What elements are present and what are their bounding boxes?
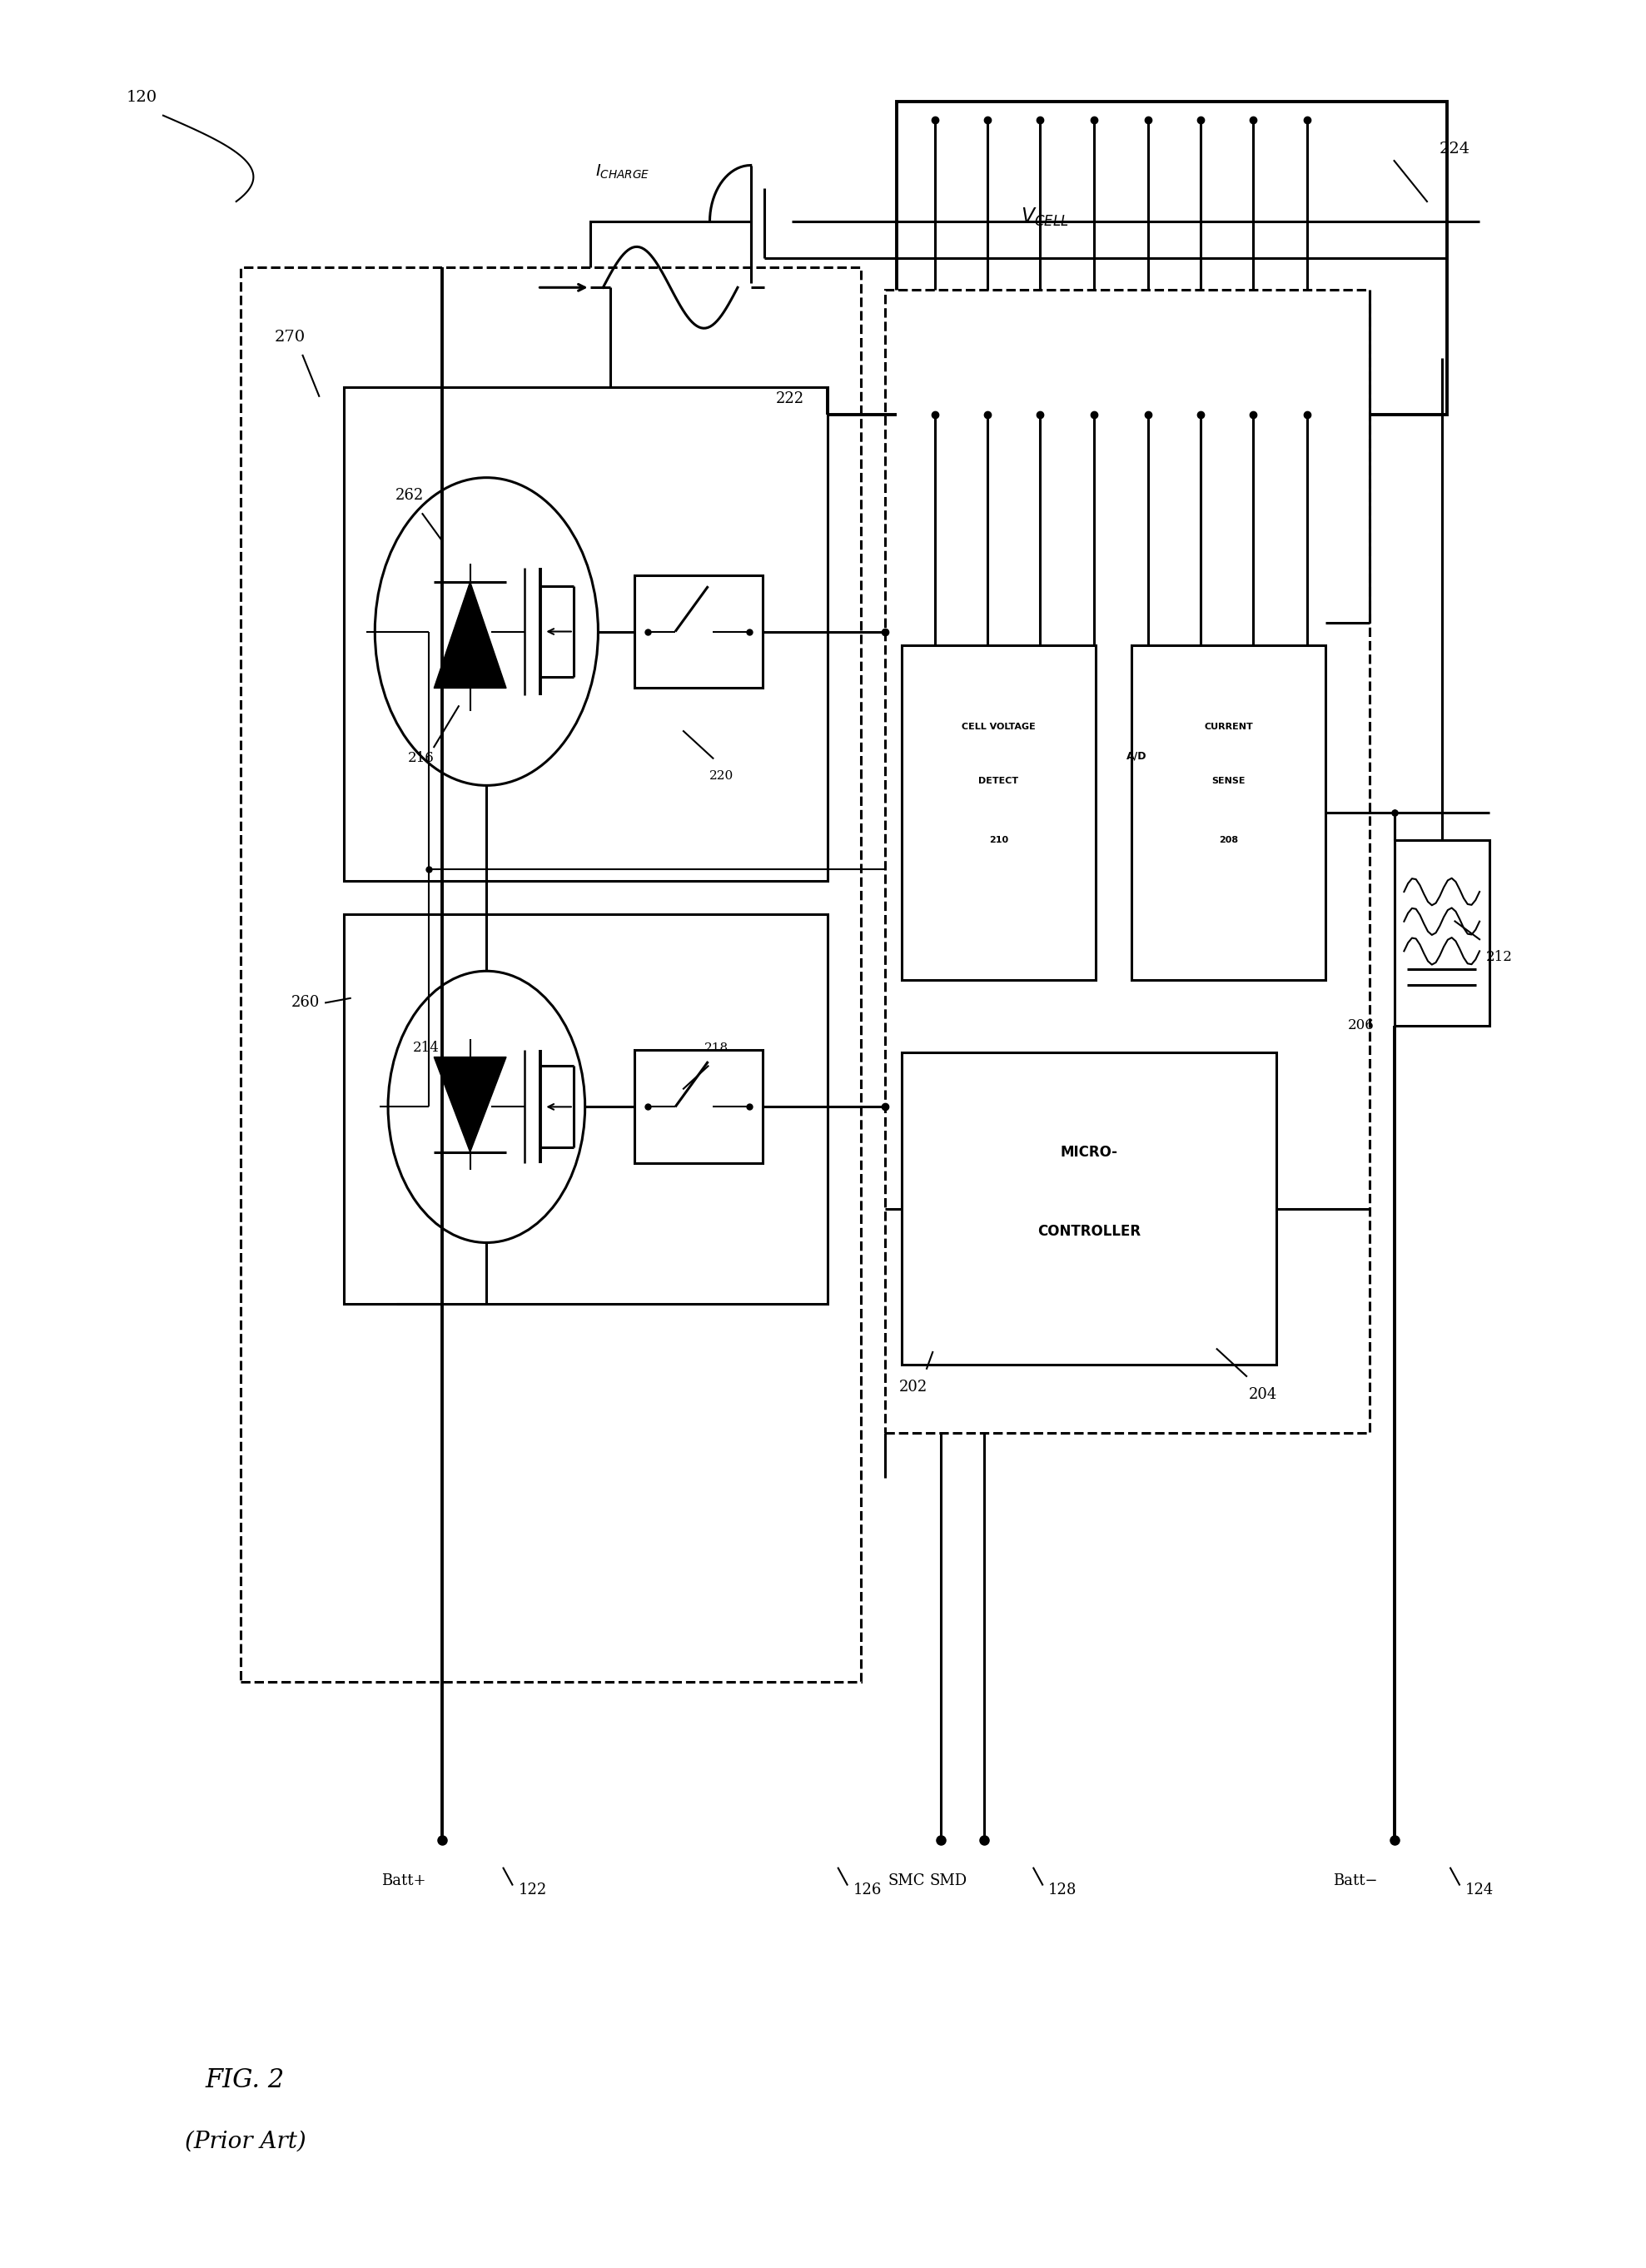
Text: $I_{CHARGE}$: $I_{CHARGE}$ [596, 163, 650, 181]
Bar [344, 388, 828, 880]
Text: CONTROLLER: CONTROLLER [1037, 1225, 1141, 1238]
Bar [1394, 839, 1490, 1025]
Text: 210: 210 [989, 835, 1009, 844]
Bar [240, 268, 861, 1683]
Text: Batt−: Batt− [1333, 1873, 1378, 1889]
Text: 224: 224 [1440, 143, 1470, 156]
Bar [897, 102, 1447, 415]
Text: 218: 218 [704, 1043, 729, 1055]
Text: 214: 214 [413, 1041, 439, 1055]
Text: 124: 124 [1465, 1882, 1495, 1898]
Text: Batt+: Batt+ [382, 1873, 426, 1889]
Text: 222: 222 [775, 390, 805, 406]
Text: CURRENT: CURRENT [1203, 723, 1253, 730]
Text: SMD: SMD [930, 1873, 968, 1889]
Text: 270: 270 [275, 329, 305, 345]
Text: 122: 122 [518, 1882, 546, 1898]
Text: 260: 260 [291, 996, 321, 1009]
Bar [589, 222, 751, 354]
Text: FIG. 2: FIG. 2 [206, 2066, 285, 2093]
Bar [634, 576, 762, 687]
Text: 202: 202 [899, 1379, 928, 1395]
Polygon shape [435, 1057, 507, 1152]
Text: $V_{CELL}$: $V_{CELL}$ [1021, 206, 1068, 229]
Text: 120: 120 [127, 91, 158, 104]
Text: A/D: A/D [1126, 751, 1147, 762]
Bar [634, 1050, 762, 1163]
Text: CELL VOLTAGE: CELL VOLTAGE [961, 723, 1035, 730]
Text: 126: 126 [853, 1882, 882, 1898]
Polygon shape [435, 581, 507, 687]
Text: 262: 262 [395, 488, 423, 503]
Text: SENSE: SENSE [1211, 776, 1246, 785]
Text: 128: 128 [1049, 1882, 1076, 1898]
Text: 206: 206 [1348, 1018, 1374, 1032]
Bar [886, 290, 1369, 1433]
Text: 208: 208 [1218, 835, 1238, 844]
Text: SMC: SMC [887, 1873, 925, 1889]
Text: 212: 212 [1486, 950, 1513, 964]
Bar [902, 644, 1096, 980]
Bar [902, 1052, 1276, 1365]
Bar [1131, 644, 1325, 980]
Bar [344, 914, 828, 1304]
Text: 216: 216 [408, 751, 435, 764]
Text: 204: 204 [1249, 1386, 1277, 1402]
Text: 220: 220 [709, 771, 734, 782]
Text: DETECT: DETECT [979, 776, 1019, 785]
Text: MICRO-: MICRO- [1060, 1145, 1118, 1159]
Text: (Prior Art): (Prior Art) [184, 2130, 306, 2152]
